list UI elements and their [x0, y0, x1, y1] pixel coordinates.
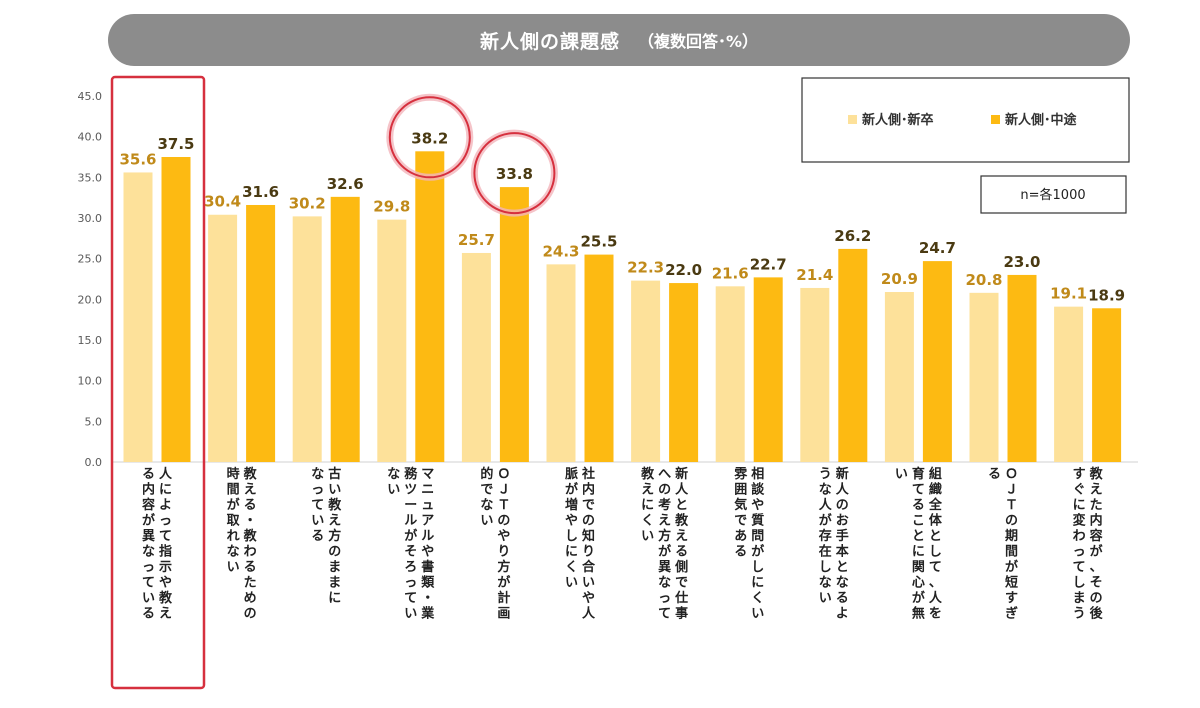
category-label: 相談や質問がしにくい [751, 466, 765, 622]
legend-swatch [991, 115, 1000, 124]
category-label: 社内での知り合いや人 [581, 466, 596, 622]
category-label: すぐに変わってしまう [1073, 467, 1086, 622]
bar [546, 264, 576, 462]
data-label: 38.2 [411, 129, 448, 147]
bar [123, 172, 153, 462]
category-label: 務ツールがそろってい [404, 466, 418, 622]
category-label: 新人と教える側で仕事 [674, 466, 689, 622]
y-tick-label: 20.0 [78, 293, 103, 306]
bar [922, 261, 952, 462]
highlight-box [110, 75, 206, 690]
data-label: 26.2 [834, 227, 871, 245]
category-label: 雰囲気である [734, 466, 748, 560]
category-label: うな人が存在しない [819, 467, 833, 606]
data-label: 31.6 [242, 183, 279, 201]
category-label: ＯＪＴのやり方が計画 [497, 467, 510, 622]
bar [631, 280, 661, 462]
category-label: 的でない [480, 466, 493, 529]
data-label: 25.5 [580, 233, 617, 251]
bar [753, 277, 783, 462]
data-label: 22.7 [750, 255, 787, 273]
category-label: る [988, 467, 1001, 482]
category-label: なっている [311, 467, 324, 544]
data-label: 32.6 [327, 175, 364, 193]
bar [377, 219, 407, 462]
category-label: る内容が異なっている [141, 467, 155, 622]
highlight-circle [388, 96, 471, 179]
data-label: 19.1 [1050, 285, 1087, 303]
category-label: への考え方が異なって [658, 467, 671, 622]
bar [584, 254, 614, 462]
data-label: 25.7 [458, 231, 495, 249]
data-label: 24.3 [542, 242, 579, 260]
data-label: 30.4 [204, 193, 241, 211]
bar [838, 248, 868, 462]
data-label: 24.7 [919, 239, 956, 257]
category-label: マニュアルや書類・業 [420, 467, 435, 622]
category-label: 時間が取れない [227, 466, 241, 575]
bar [1092, 308, 1122, 462]
y-tick-label: 25.0 [78, 253, 103, 266]
category-label: ない [387, 467, 400, 498]
category-label: 脈が増やしにくい [565, 466, 578, 591]
category-label: 教えた内容が、その後 [1089, 466, 1104, 622]
data-label: 22.3 [627, 259, 664, 277]
bar [1007, 274, 1037, 462]
data-label: 37.5 [157, 135, 194, 153]
category-label: 教えにくい [640, 466, 655, 544]
category-label: ＯＪＴの期間が短すぎ [1005, 467, 1018, 622]
legend-label: 新人側･中途 [1005, 112, 1078, 128]
bar [246, 204, 276, 462]
y-tick-label: 15.0 [78, 334, 103, 347]
data-label: 35.6 [119, 150, 156, 168]
data-label: 29.8 [373, 198, 410, 216]
bar [800, 287, 830, 462]
data-label: 30.2 [289, 194, 326, 212]
chart-title: 新人側の課題感 [479, 30, 620, 53]
data-label: 20.9 [881, 270, 918, 288]
y-tick-label: 10.0 [78, 375, 103, 388]
legend-label: 新人側･新卒 [862, 112, 934, 128]
bar [292, 216, 322, 462]
bar [969, 292, 999, 462]
bar [715, 286, 745, 462]
chart-subtitle: （複数回答･%） [637, 32, 759, 51]
category-label: 人によって指示や教え [158, 466, 173, 622]
data-label: 18.9 [1088, 286, 1125, 304]
data-label: 33.8 [496, 165, 533, 183]
bar [415, 151, 445, 462]
chart-title-bar: 新人側の課題感 （複数回答･%） [108, 14, 1130, 66]
category-label: い [895, 467, 908, 482]
y-tick-label: 40.0 [78, 131, 103, 144]
sample-size-note: n=各1000 [1020, 187, 1085, 203]
category-label: 新人のお手本となるよ [836, 466, 850, 622]
sample-size-box [980, 175, 1127, 214]
bar [330, 196, 360, 462]
y-tick-label: 30.0 [78, 212, 103, 225]
data-label: 23.0 [1003, 253, 1040, 271]
data-label: 20.8 [965, 271, 1002, 289]
category-label: 育てることに関心が無 [912, 466, 925, 622]
data-label: 21.4 [796, 266, 833, 284]
y-tick-label: 35.0 [78, 171, 103, 184]
legend-swatch [848, 115, 857, 124]
bar [884, 292, 914, 462]
bar [1054, 306, 1084, 462]
data-label: 21.6 [712, 264, 749, 282]
bar [208, 214, 238, 462]
y-tick-label: 0.0 [85, 456, 103, 469]
y-tick-label: 45.0 [78, 90, 103, 103]
bar [461, 252, 491, 462]
category-label: 古い教え方のままに [327, 466, 342, 606]
bar [499, 187, 529, 463]
category-label: 教える・教わるための [243, 466, 258, 622]
category-label: 組織全体として、人を [928, 466, 943, 622]
highlight-circle [473, 132, 556, 215]
data-label: 22.0 [665, 261, 702, 279]
y-tick-label: 5.0 [85, 415, 103, 428]
bar [669, 283, 699, 462]
bar [161, 157, 191, 462]
